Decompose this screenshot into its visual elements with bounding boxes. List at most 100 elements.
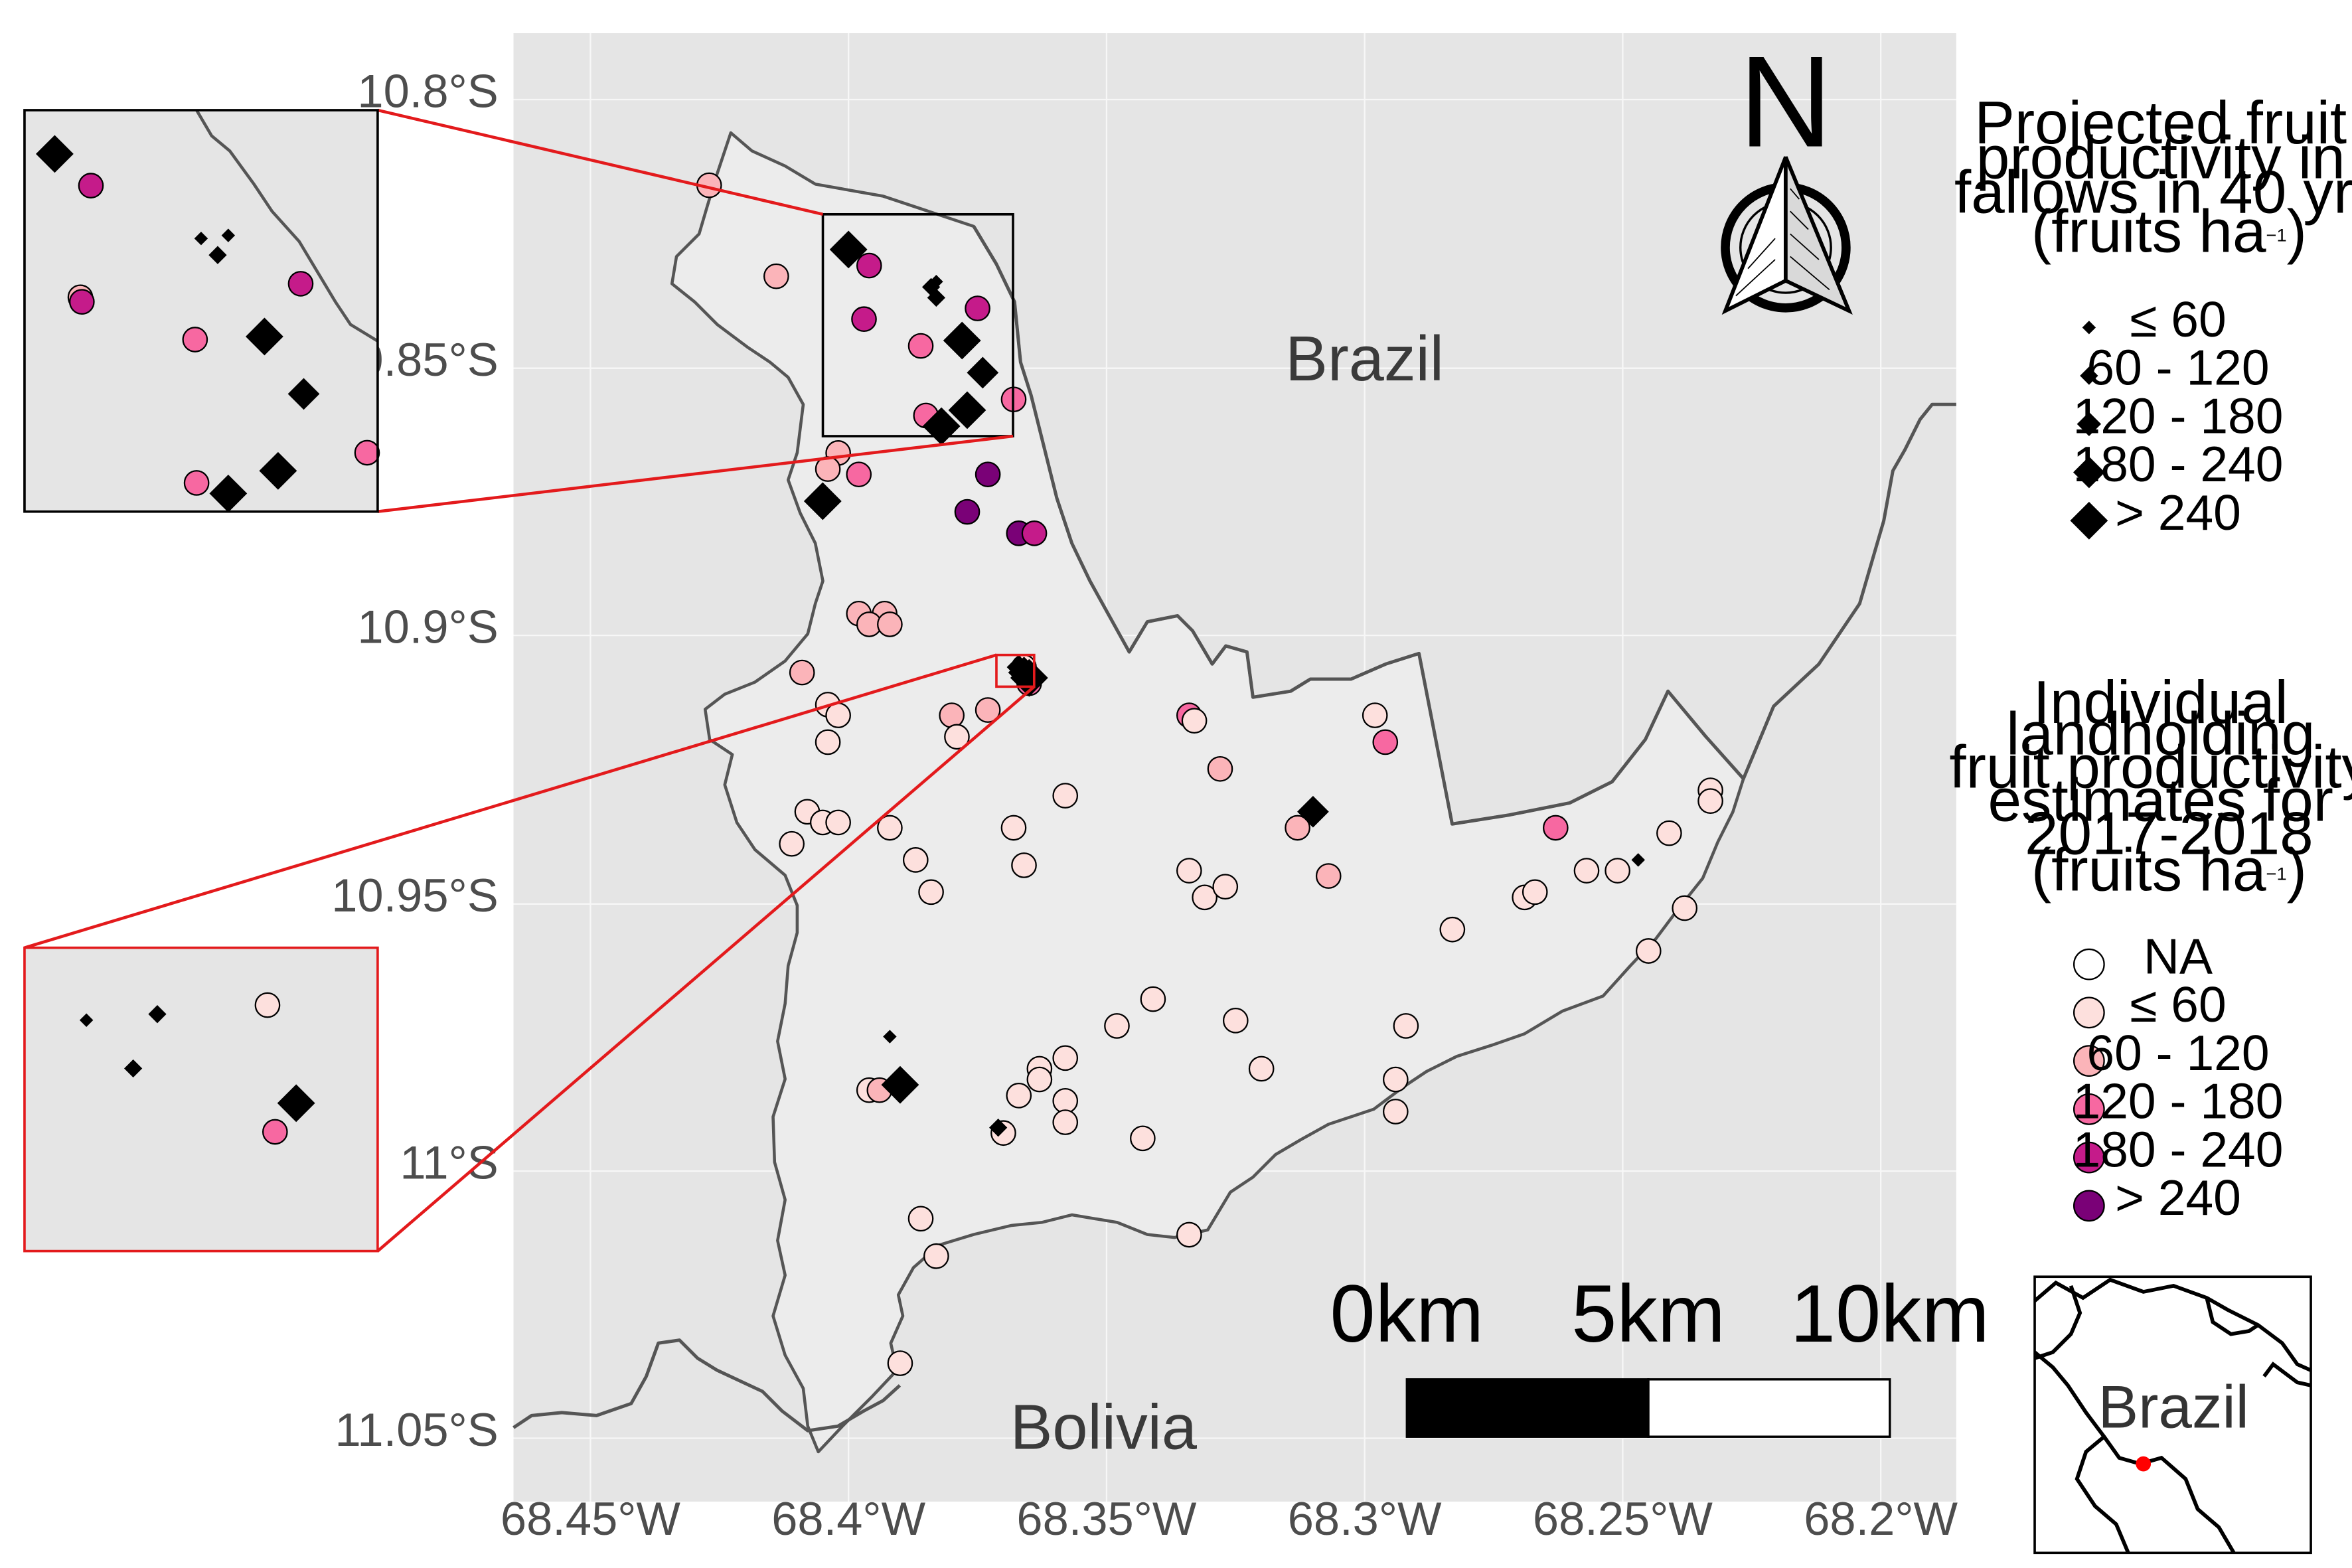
scale-segment-black	[1405, 1378, 1650, 1438]
legend-landholding-symbol	[2073, 1045, 2105, 1077]
legend-fallow-label: 60 - 120	[2086, 340, 2269, 396]
landholding-point	[1672, 895, 1698, 921]
landholding-point	[1052, 1045, 1079, 1071]
landholding-point	[1006, 1082, 1032, 1109]
landholding-point	[1192, 884, 1217, 911]
fallow-point	[1631, 853, 1645, 867]
scale-label-10: 10km	[1790, 1269, 1990, 1360]
inset-upper	[23, 109, 380, 513]
inset-lower-frame	[23, 946, 379, 1253]
landholding-point	[763, 263, 789, 289]
inset-landholding-point	[78, 173, 104, 198]
inset-landholding-point	[354, 439, 380, 466]
zoom-box-lower	[995, 653, 1036, 688]
legend-landholding-symbol	[2073, 1190, 2105, 1222]
landholding-point	[1207, 755, 1233, 782]
landholding-point	[1439, 916, 1466, 943]
scale-label-0: 0km	[1330, 1269, 1484, 1360]
legend-landholding-label: 180 - 240	[2073, 1121, 2283, 1177]
landholding-point	[779, 830, 805, 857]
legend-landholding-symbol	[2073, 1093, 2105, 1125]
zoom-connectors	[24, 108, 1036, 1253]
inset-fallow-point	[208, 246, 227, 264]
legend-fallow-title: Projected fruit productivity in fallows …	[1954, 90, 2352, 226]
legend-landholding-symbol	[2073, 1141, 2105, 1174]
north-arrow-hatching	[1735, 188, 1830, 297]
lat-tick-label: 11°S	[400, 1136, 498, 1188]
landholding-point	[1522, 879, 1548, 905]
scale-bar: 0km 5km 10km	[1330, 1269, 1990, 1438]
inset-fallow-point	[148, 1005, 167, 1024]
fallow-point	[881, 1065, 919, 1104]
landholding-point	[825, 702, 851, 728]
landholding-point	[923, 1243, 949, 1269]
landholding-point	[1000, 815, 1027, 841]
landholding-point	[907, 333, 934, 359]
landholding-point	[907, 1206, 934, 1232]
fallow-point	[1297, 795, 1329, 828]
legend-fallow-label: ≤ 60	[2130, 291, 2226, 347]
fallow-point	[943, 321, 981, 360]
landholding-point	[939, 702, 965, 728]
fallow-point	[829, 230, 868, 269]
legend-landholding-label: > 240	[2115, 1170, 2241, 1225]
landholding-point	[789, 659, 815, 686]
lat-tick-label: 10.8°S	[357, 64, 498, 117]
north-arrow: N	[1721, 30, 1853, 315]
locator-map-frame	[2033, 1275, 2312, 1555]
inset-fallow-point	[245, 317, 283, 356]
inset-landholding-point	[287, 271, 314, 297]
landholding-point	[1052, 783, 1079, 809]
fallow-point	[803, 482, 842, 520]
legend-landholding-label: ≤ 60	[2130, 977, 2226, 1032]
landholding-point	[965, 295, 990, 321]
legend-fallow-symbol	[2082, 321, 2096, 335]
landholding-point	[902, 847, 929, 873]
inset-lower-points-layer	[79, 992, 315, 1145]
fallow-point	[967, 356, 999, 389]
fallow-point	[989, 1119, 1008, 1137]
landholding-point	[1176, 858, 1202, 884]
landholding-point	[887, 1350, 913, 1376]
inset-fallow-point	[259, 451, 297, 490]
north-arrow-right-half	[1784, 156, 1853, 315]
landholding-point	[877, 815, 903, 841]
landholding-point	[1573, 858, 1600, 884]
legend-landholding-label: NA	[2144, 928, 2213, 984]
legend-fallow-symbol	[2077, 412, 2102, 436]
inset-landholding-point	[262, 1119, 288, 1145]
landholding-point	[1222, 1008, 1249, 1034]
inset-fallow-point	[221, 228, 236, 242]
legend-fallow-symbol	[2073, 456, 2105, 489]
lon-tick-label: 68.35°W	[1016, 1492, 1197, 1545]
legend-landholding-symbol	[2073, 996, 2105, 1029]
locator-map-borders	[2033, 1285, 2260, 1554]
fallow-point	[948, 391, 986, 430]
inset-upper-frame	[23, 109, 379, 513]
landholding-point	[1130, 1125, 1156, 1152]
legend-landholding-symbol	[2073, 948, 2105, 980]
landholding-point	[1021, 520, 1048, 546]
locator-map-label: Brazil	[2098, 1374, 2248, 1441]
legend-fallow-symbol	[2080, 366, 2098, 385]
legend-fallow-label: > 240	[2115, 485, 2241, 540]
landholding-point	[1372, 729, 1399, 755]
lat-tick-label: 11.05°S	[335, 1403, 498, 1456]
lon-tick-label: 68.3°W	[1288, 1492, 1442, 1545]
inset-fallow-point	[209, 474, 248, 512]
legend-landholding-label: 60 - 120	[2086, 1025, 2269, 1081]
national-border-north	[972, 225, 1956, 826]
landholding-point	[975, 461, 1001, 487]
locator-map-coastline	[2033, 1277, 2312, 1387]
landholding-point	[856, 252, 882, 279]
landholding-point	[815, 729, 841, 755]
legend-fallow: Projected fruit productivity in fallows …	[1954, 90, 2352, 540]
landholding-point	[975, 697, 1001, 723]
inset-lower-background	[24, 947, 378, 1251]
landholding-point	[1697, 788, 1723, 814]
landholding-point	[1315, 863, 1342, 889]
landholding-point	[1362, 702, 1388, 728]
